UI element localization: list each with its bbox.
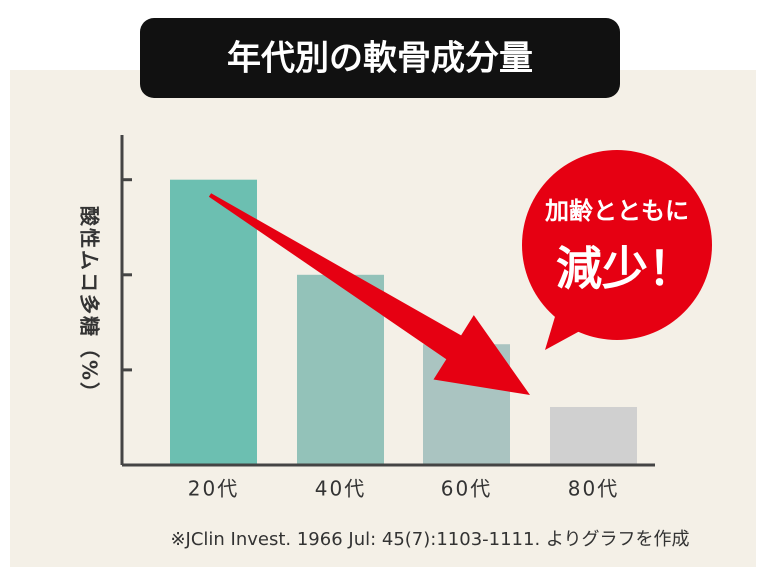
bar — [170, 179, 257, 466]
x-tick-label: 20代 — [188, 477, 239, 501]
y-axis-label: 酸性ムコ多糖（%） — [78, 206, 102, 404]
annotation: 加齢とともに — [545, 197, 689, 225]
annotation: 減少！ — [556, 242, 694, 296]
trend-arrow — [208, 193, 530, 395]
chart-title: 年代別の軟骨成分量 — [227, 39, 533, 79]
bar — [550, 406, 637, 465]
bubble — [522, 150, 712, 340]
source-note: ※JClin Invest. 1966 Jul: 45(7):1103-1111… — [170, 529, 689, 550]
x-tick-label: 60代 — [441, 477, 492, 501]
x-tick-label: 40代 — [315, 477, 366, 501]
title-box — [140, 18, 620, 98]
x-tick-label: 80代 — [568, 477, 619, 501]
